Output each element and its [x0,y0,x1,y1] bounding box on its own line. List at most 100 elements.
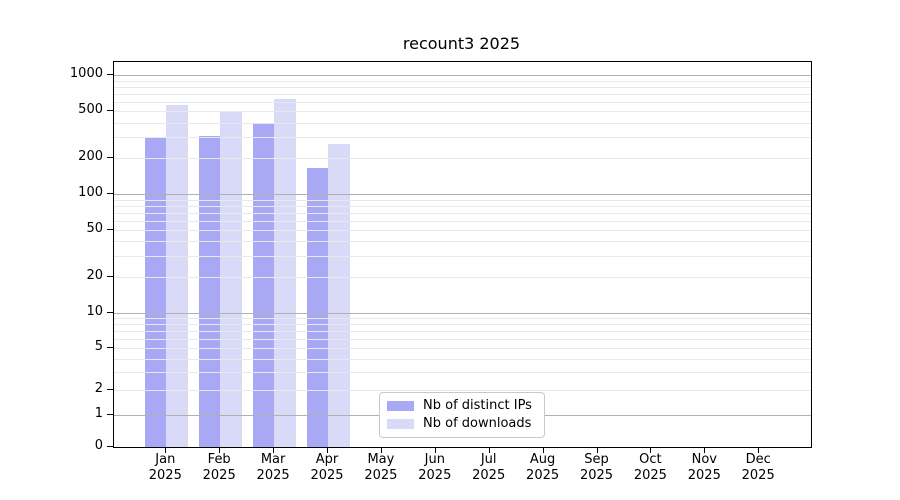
x-tick-dec [758,447,760,453]
legend-swatch-downloads [387,419,414,429]
y-tick-200 [107,157,113,159]
minor-gridline-800 [114,86,811,88]
bar-distinct-ips-feb [198,135,221,447]
bar-downloads-jan [166,105,188,447]
x-tick-label-dec: Dec 2025 [726,452,790,484]
minor-gridline-3 [114,372,811,374]
major-gridline-10 [114,312,811,314]
y-tick-50 [107,228,113,230]
y-tick-label-1000: 1000 [69,66,103,82]
x-tick-jun [434,447,436,453]
x-tick-label-may: May 2025 [349,452,413,484]
x-tick-jan [165,447,167,453]
x-tick-month: Jun [424,452,445,467]
y-tick-100 [107,193,113,195]
x-tick-month: Apr [315,452,339,467]
x-tick-apr [327,447,328,453]
x-tick-month: Feb [207,452,231,467]
legend-label-distinct-ips: Nb of distinct IPs [423,398,532,413]
minor-gridline-300 [114,137,811,139]
x-tick-year: 2025 [741,468,775,483]
minor-gridline-8 [114,324,811,326]
x-tick-month: Oct [639,452,662,467]
minor-gridline-500 [114,110,811,112]
y-tick-2 [107,389,113,391]
x-tick-year: 2025 [310,468,344,483]
x-tick-aug [542,447,544,453]
chart-title: recount3 2025 [402,34,521,53]
bar-distinct-ips-jan [144,137,167,447]
x-tick-label-mar: Mar 2025 [241,452,305,484]
x-tick-label-nov: Nov 2025 [672,452,736,484]
y-tick-label-200: 200 [78,149,103,165]
x-tick-month: Sep [584,452,609,467]
minor-gridline-90 [114,199,811,201]
legend-row-downloads: Nb of downloads [387,417,536,431]
minor-gridline-40 [114,241,811,243]
y-tick-label-2: 2 [94,381,103,397]
x-tick-year: 2025 [633,468,667,483]
bar-downloads-feb [220,110,242,447]
minor-gridline-80 [114,205,811,207]
minor-gridline-20 [114,277,811,279]
y-tick-500 [107,109,113,111]
minor-gridline-5 [114,347,811,349]
x-tick-month: Nov [691,452,717,467]
minor-gridline-50 [114,229,811,231]
minor-gridline-60 [114,220,811,222]
x-tick-year: 2025 [256,468,290,483]
y-tick-label-5: 5 [94,338,103,354]
major-gridline-100 [114,194,811,196]
legend-label-downloads: Nb of downloads [423,416,532,431]
x-tick-feb [219,447,221,453]
y-tick-10 [107,311,113,313]
minor-gridline-70 [114,212,811,214]
y-tick-label-100: 100 [78,185,103,201]
major-gridline-1000 [114,75,811,77]
minor-gridline-9 [114,318,811,320]
minor-gridline-6 [114,338,811,340]
x-tick-may [380,447,382,453]
minor-gridline-400 [114,122,811,124]
bar-downloads-apr [328,143,350,447]
x-tick-year: 2025 [418,468,452,483]
bar-distinct-ips-apr [306,168,328,447]
legend-swatch-distinct-ips [387,401,414,411]
x-tick-year: 2025 [526,468,560,483]
x-tick-month: May [367,452,395,467]
x-tick-label-apr: Apr 2025 [295,452,359,484]
y-tick-5 [107,346,113,348]
x-tick-jul [488,447,490,453]
y-tick-0 [107,446,113,447]
x-tick-sep [596,447,598,453]
legend: Nb of distinct IPs Nb of downloads [379,392,545,438]
x-tick-label-jun: Jun 2025 [403,452,467,484]
x-tick-label-oct: Oct 2025 [618,452,682,484]
legend-row-distinct-ips: Nb of distinct IPs [387,399,536,413]
x-tick-year: 2025 [579,468,614,483]
minor-gridline-900 [114,80,811,82]
bar-distinct-ips-mar [252,123,275,447]
minor-gridline-200 [114,158,811,160]
x-tick-month: Aug [529,452,556,467]
x-tick-year: 2025 [472,468,506,483]
y-tick-label-1: 1 [94,405,103,421]
x-tick-oct [650,447,652,453]
x-tick-month: Dec [745,452,771,467]
y-tick-label-50: 50 [86,220,103,236]
x-tick-label-sep: Sep 2025 [565,452,629,484]
x-tick-year: 2025 [202,468,236,483]
minor-gridline-4 [114,358,811,360]
y-tick-label-500: 500 [78,101,103,117]
x-tick-label-feb: Feb 2025 [187,452,251,484]
minor-gridline-7 [114,330,811,332]
y-tick-1000 [107,74,113,76]
x-tick-month: Jul [480,452,497,467]
bar-downloads-mar [274,99,296,447]
x-tick-label-jul: Jul 2025 [457,452,521,484]
plot-area [113,61,812,448]
x-tick-year: 2025 [687,468,721,483]
minor-gridline-30 [114,256,811,258]
x-tick-year: 2025 [364,468,398,483]
